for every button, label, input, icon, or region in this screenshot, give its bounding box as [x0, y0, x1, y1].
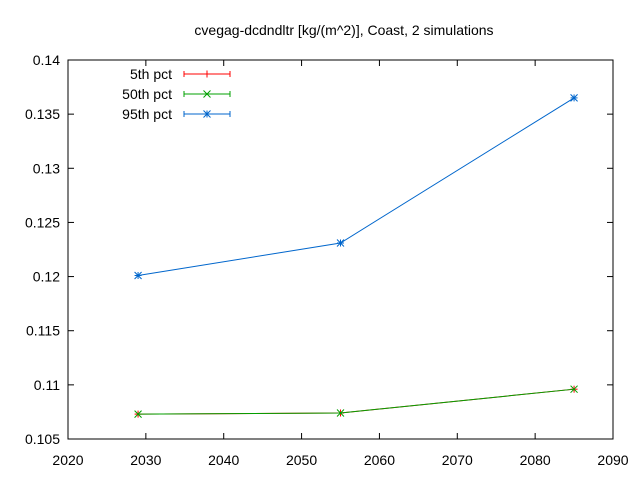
x-tick-label: 2030 [130, 452, 161, 468]
y-tick-label: 0.135 [25, 106, 60, 122]
y-tick-label: 0.14 [33, 52, 60, 68]
data-point [336, 239, 345, 247]
x-axis: 2020 2030 2040 2050 2060 2070 2080 2090 [52, 60, 629, 468]
data-point [336, 409, 345, 417]
series-95th-pct [134, 94, 578, 280]
chart-title: cvegag-dcdndltr [kg/(m^2)], Coast, 2 sim… [194, 22, 493, 38]
y-tick-label: 0.12 [33, 269, 60, 285]
legend-label: 50th pct [122, 86, 172, 102]
data-point [203, 70, 211, 78]
y-tick-label: 0.11 [34, 377, 60, 393]
series-50th-pct [134, 385, 578, 418]
legend-label: 5th pct [130, 66, 172, 82]
legend: 5th pct 50th pct 95th pct [122, 66, 231, 122]
x-tick-label: 2050 [286, 452, 317, 468]
y-axis: 0.105 0.11 0.115 0.12 0.125 0.13 0.135 0.14 [25, 52, 613, 447]
series-line [138, 388, 575, 415]
y-tick-label: 0.105 [25, 431, 60, 447]
data-point [203, 90, 211, 98]
y-tick-label: 0.13 [33, 160, 60, 176]
data-point [134, 410, 142, 418]
data-point [570, 385, 578, 394]
x-tick-label: 2070 [442, 452, 473, 468]
data-point [570, 94, 578, 102]
data-point [134, 271, 142, 280]
y-tick-label: 0.115 [26, 323, 60, 339]
x-tick-label: 2060 [364, 452, 395, 468]
plot-frame [67, 59, 614, 440]
y-tick-label: 0.125 [25, 214, 60, 230]
series-line [138, 388, 575, 415]
series-line [137, 97, 575, 276]
data-point [203, 110, 211, 118]
legend-label: 95th pct [122, 106, 172, 122]
series-layer [134, 94, 578, 418]
x-tick-label: 2090 [597, 452, 628, 468]
x-tick-label: 2040 [208, 452, 239, 468]
series-5th-pct [134, 385, 578, 418]
x-tick-label: 2080 [520, 452, 551, 468]
x-tick-label: 2020 [52, 452, 83, 468]
